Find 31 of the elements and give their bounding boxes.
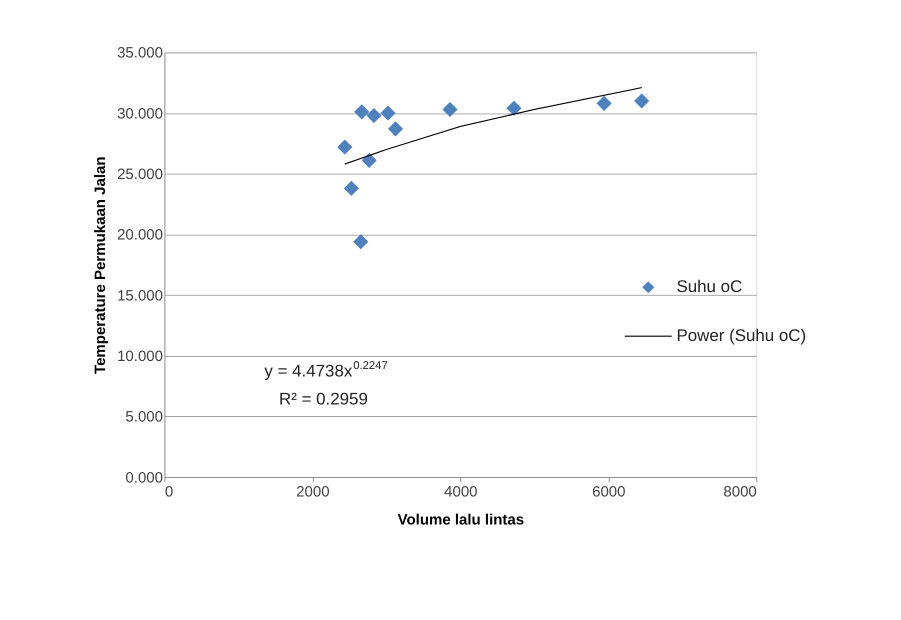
y-tick-label: 20.000: [117, 226, 164, 244]
x-axis-title: Volume lalu lintas: [398, 512, 524, 529]
x-tick-label: 2000: [296, 483, 330, 500]
y-tick-label: 0.000: [125, 469, 164, 486]
point: [442, 102, 458, 118]
x-tick-label: 8000: [723, 483, 757, 500]
y-tick-label: 35.000: [117, 44, 164, 62]
point: [337, 139, 352, 155]
x-tick-label: 4000: [444, 483, 478, 500]
legend-label: Suhu oC: [676, 277, 742, 296]
y-tick-label: 25.000: [117, 166, 164, 183]
legend-label: Power (Suhu oC): [676, 326, 806, 345]
y-axis-title: Temperature Permukaan Jalan: [92, 156, 109, 374]
line-series: [344, 87, 642, 165]
point: [344, 180, 359, 196]
point: [354, 104, 370, 120]
y-tick-label: 15.000: [117, 287, 164, 304]
x-tick-label: 6000: [592, 483, 626, 500]
y-tick-label: 10.000: [117, 348, 164, 365]
point: [634, 93, 650, 109]
y-tick-label: 5.000: [125, 408, 164, 426]
point: [366, 108, 382, 124]
point: [388, 121, 404, 136]
x-tick-label: 0: [164, 483, 174, 500]
annotation: R² = 0.2959: [279, 390, 368, 409]
point: [353, 234, 368, 250]
y-tick-label: 30.000: [117, 105, 164, 122]
point: [596, 96, 612, 111]
point: [362, 152, 377, 168]
point: [506, 100, 522, 116]
point: [380, 106, 396, 121]
